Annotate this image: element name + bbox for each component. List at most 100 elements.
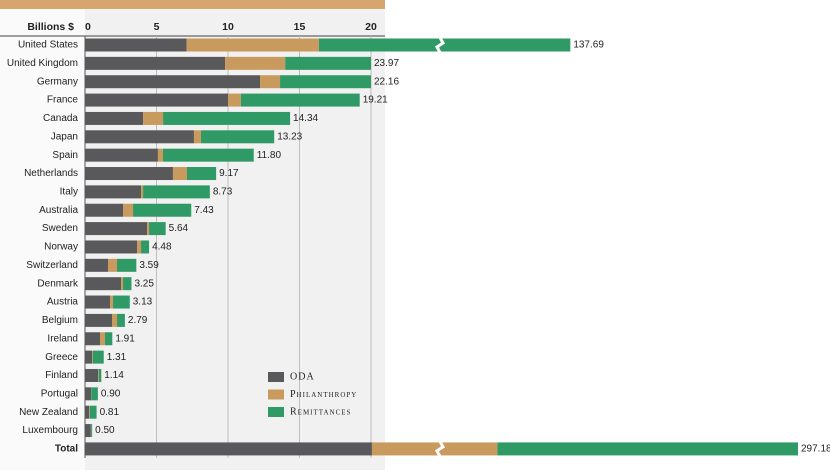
category-label: Ireland <box>47 333 78 344</box>
bar-segment <box>100 332 105 345</box>
x-tick-label: 10 <box>222 21 234 33</box>
total-label: 0.50 <box>95 425 115 436</box>
bar-segment <box>85 75 260 88</box>
category-label: Total <box>55 444 78 455</box>
total-label: 2.79 <box>128 315 148 326</box>
bar-segment <box>121 277 123 290</box>
legend-swatch <box>268 372 284 382</box>
category-label: Australia <box>39 205 78 216</box>
total-label: 7.43 <box>194 205 214 216</box>
bar-segment <box>110 296 113 309</box>
bar-segment <box>85 222 147 235</box>
legend-label: Philanthropy <box>290 389 357 400</box>
total-label: 1.14 <box>104 370 124 381</box>
bar-segment <box>149 222 166 235</box>
category-label: France <box>47 95 79 106</box>
bar-segment <box>85 406 89 419</box>
bar-segment <box>85 387 91 400</box>
total-label: 8.73 <box>213 187 233 198</box>
axis-label: Billions $ <box>27 21 74 33</box>
bar-segment <box>372 442 497 455</box>
category-label: Netherlands <box>24 168 78 179</box>
bar-segment <box>141 240 149 253</box>
category-label: New Zealand <box>19 407 78 418</box>
bar-segment <box>85 332 100 345</box>
bar-segment <box>85 204 123 217</box>
category-label: Denmark <box>37 278 79 289</box>
bar-segment <box>85 94 228 107</box>
x-tick-label: 20 <box>365 21 377 33</box>
total-label: 19.21 <box>363 95 388 106</box>
bar-segment <box>85 424 91 437</box>
category-label: Austria <box>47 297 79 308</box>
bar-segment <box>173 167 187 180</box>
label-column <box>0 0 85 470</box>
bar-segment <box>163 149 254 162</box>
bar-segment <box>194 130 201 143</box>
bar-segment <box>133 204 191 217</box>
bar-segment <box>241 94 360 107</box>
legend-label: ODA <box>290 371 315 382</box>
legend-swatch <box>268 407 284 417</box>
total-label: 1.31 <box>107 352 127 363</box>
bar-segment <box>93 351 104 364</box>
bar-segment <box>319 39 570 52</box>
bar-segment <box>91 387 98 400</box>
bar-segment <box>201 130 274 143</box>
bar-segment <box>143 112 163 125</box>
bar-segment <box>158 149 163 162</box>
bar-segment <box>187 39 319 52</box>
bar-segment <box>141 185 143 198</box>
bar-segment <box>85 240 137 253</box>
category-label: Sweden <box>42 223 78 234</box>
bar-segment <box>228 94 241 107</box>
category-label: Finland <box>45 370 78 381</box>
total-label: 14.34 <box>293 113 318 124</box>
bar-segment <box>99 369 102 382</box>
bar-segment <box>85 167 173 180</box>
total-label: 1.91 <box>115 333 135 344</box>
bar-segment <box>117 259 136 272</box>
category-label: Norway <box>44 242 78 253</box>
total-label: 5.64 <box>169 223 189 234</box>
bar-segment <box>143 185 210 198</box>
bar-segment <box>260 75 280 88</box>
total-label: 3.59 <box>139 260 159 271</box>
bar-segment <box>147 222 149 235</box>
bar-segment <box>98 369 99 382</box>
bar-segment <box>123 204 133 217</box>
total-label: 3.13 <box>133 297 153 308</box>
category-label: Portugal <box>41 388 78 399</box>
bar-segment <box>117 314 125 327</box>
bar-segment <box>85 277 121 290</box>
category-label: Japan <box>51 131 78 142</box>
bar-segment <box>85 314 112 327</box>
total-label: 137.69 <box>573 40 604 51</box>
category-label: Italy <box>60 187 78 198</box>
top-band <box>0 0 385 9</box>
bar-segment <box>90 406 97 419</box>
category-label: Switzerland <box>26 260 78 271</box>
bar-segment <box>85 130 194 143</box>
total-label: 0.81 <box>100 407 120 418</box>
bar-segment <box>85 369 98 382</box>
x-tick-label: 5 <box>154 21 160 33</box>
total-label: 11.80 <box>257 150 282 161</box>
bar-segment <box>85 57 225 70</box>
bar-segment <box>285 57 428 70</box>
bar-segment <box>85 442 372 455</box>
legend-swatch <box>268 390 284 400</box>
bar-segment <box>85 259 108 272</box>
category-label: Spain <box>52 150 78 161</box>
x-tick-label: 15 <box>294 21 306 33</box>
bar-segment <box>187 167 216 180</box>
category-label: Germany <box>37 76 78 87</box>
legend-label: Remittances <box>290 406 351 417</box>
bar-segment <box>92 351 93 364</box>
category-label: United States <box>18 40 78 51</box>
bar-segment <box>89 406 90 419</box>
bar-segment <box>123 277 131 290</box>
total-label: 22.16 <box>374 76 399 87</box>
x-tick-label: 0 <box>85 21 91 33</box>
